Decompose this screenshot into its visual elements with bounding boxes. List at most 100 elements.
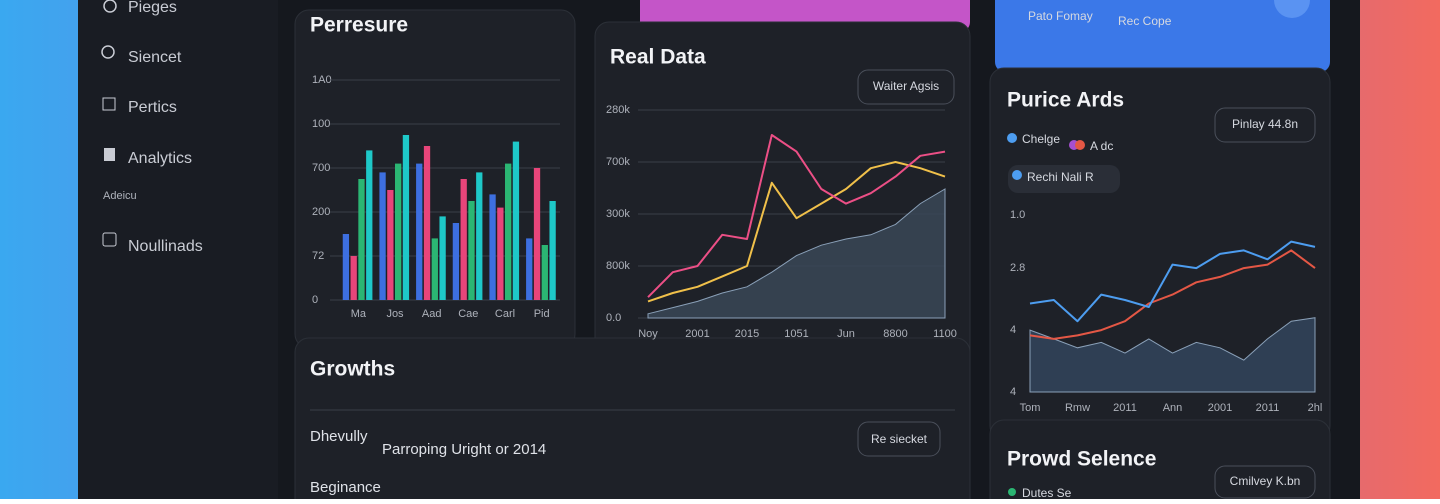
legend-label: A dc [1090, 139, 1113, 153]
bar [387, 190, 394, 300]
x-tick-label: 2hl [1308, 402, 1323, 414]
y-tick-label: 72 [312, 250, 324, 262]
bar [460, 179, 467, 300]
bar [468, 201, 475, 300]
x-tick-label: Tom [1020, 402, 1041, 414]
y-tick-label: 4 [1010, 386, 1016, 398]
x-tick-label: 8800 [883, 328, 907, 340]
legend-marker [1007, 133, 1017, 143]
x-tick-label: Ma [351, 308, 367, 320]
nav-subitem[interactable]: Adeicu [103, 190, 137, 202]
nav-icon [103, 0, 117, 13]
nav-item[interactable]: Analytics [128, 150, 192, 167]
dropdown[interactable] [1008, 165, 1120, 193]
x-tick-label: Pid [534, 308, 550, 320]
sidebar-nav: Pieges Siencet Pertics Analytics Adeicu … [101, 0, 203, 255]
x-tick-label: Aad [422, 308, 442, 320]
card-button[interactable] [1214, 465, 1316, 499]
line [1029, 240, 1316, 323]
bar [512, 141, 520, 300]
y-tick-label: 0.0 [606, 312, 621, 324]
top-card-blue [995, 0, 1330, 72]
card-title: Prowd Selence [1007, 448, 1156, 471]
y-tick-label: 700 [312, 162, 330, 174]
bar [541, 245, 548, 300]
y-tick-label: 0 [312, 294, 318, 306]
card-title: Growths [310, 358, 395, 381]
nav-icon [101, 45, 115, 59]
bar [431, 238, 438, 300]
top-avatar[interactable] [1274, 0, 1310, 18]
bar [402, 135, 410, 300]
top-link[interactable]: Pato Fomay [1028, 9, 1093, 23]
y-tick-label: 2.8 [1010, 262, 1025, 274]
card-title: Purice Ards [1007, 89, 1124, 112]
bar [366, 150, 373, 300]
nav-item[interactable]: Siencet [128, 49, 182, 66]
item-label: Dutes Se [1022, 486, 1072, 499]
y-tick-label: 100 [312, 118, 330, 130]
legend-marker [1075, 140, 1085, 150]
line [1029, 249, 1316, 340]
y-tick-label: 1.0 [1010, 209, 1025, 221]
y-tick-label: 4 [1010, 324, 1016, 336]
area [1029, 317, 1316, 393]
nav-icon [102, 232, 117, 247]
button-label[interactable]: Waiter Agsis [873, 79, 939, 93]
nav-item[interactable]: Pertics [128, 99, 177, 116]
area [647, 188, 946, 319]
bar [395, 163, 402, 300]
line [647, 161, 946, 303]
bar [476, 172, 483, 300]
button-label[interactable]: Re siecket [871, 432, 928, 446]
button-label[interactable]: Pinlay 44.8n [1232, 117, 1298, 131]
nav-item[interactable]: Pieges [128, 0, 177, 16]
bar [342, 234, 350, 300]
top-link[interactable]: Rec Cope [1118, 14, 1172, 28]
card-button[interactable] [857, 69, 955, 105]
x-tick-label: 2015 [735, 328, 759, 340]
line [647, 134, 946, 298]
x-tick-label: Noy [638, 328, 658, 340]
card [989, 419, 1331, 504]
card-button[interactable] [857, 421, 941, 457]
button-label[interactable]: Cmilvey K.bn [1230, 474, 1301, 488]
bar [423, 146, 431, 300]
bar [526, 238, 533, 300]
card [294, 337, 971, 504]
x-tick-label: 2001 [1208, 402, 1232, 414]
x-tick-label: Rmw [1065, 402, 1090, 414]
x-tick-label: Carl [495, 308, 515, 320]
row-label: Dhevully [310, 428, 368, 445]
dropdown-label[interactable]: Rechi Nali R [1027, 170, 1094, 184]
row-label: Beginance [310, 479, 381, 496]
bar [549, 201, 556, 300]
bar [533, 168, 541, 300]
x-tick-label: Jos [386, 308, 404, 320]
nav-icon [104, 148, 115, 161]
x-tick-label: 2001 [685, 328, 709, 340]
bar [379, 172, 386, 300]
card-button[interactable] [1214, 107, 1316, 143]
bar [497, 207, 504, 300]
dropdown-dot [1012, 170, 1022, 180]
x-tick-label: Jun [837, 328, 855, 340]
y-tick-label: 280k [606, 104, 630, 116]
bar [358, 179, 365, 300]
bar [350, 256, 357, 300]
x-tick-label: 1051 [784, 328, 808, 340]
card-title: Perresure [310, 14, 408, 37]
row-text: Parroping Uright or 2014 [382, 441, 546, 458]
nav-icon [102, 97, 116, 111]
bar [489, 194, 496, 300]
x-tick-label: 2011 [1256, 402, 1280, 414]
nav-item[interactable]: Noullinads [128, 238, 203, 255]
x-tick-label: 2011 [1113, 402, 1137, 414]
bar [416, 163, 423, 300]
bar [505, 163, 512, 300]
x-tick-label: Ann [1163, 402, 1183, 414]
y-tick-label: 700k [606, 156, 630, 168]
bar [439, 216, 446, 300]
item-dot [1008, 488, 1016, 496]
